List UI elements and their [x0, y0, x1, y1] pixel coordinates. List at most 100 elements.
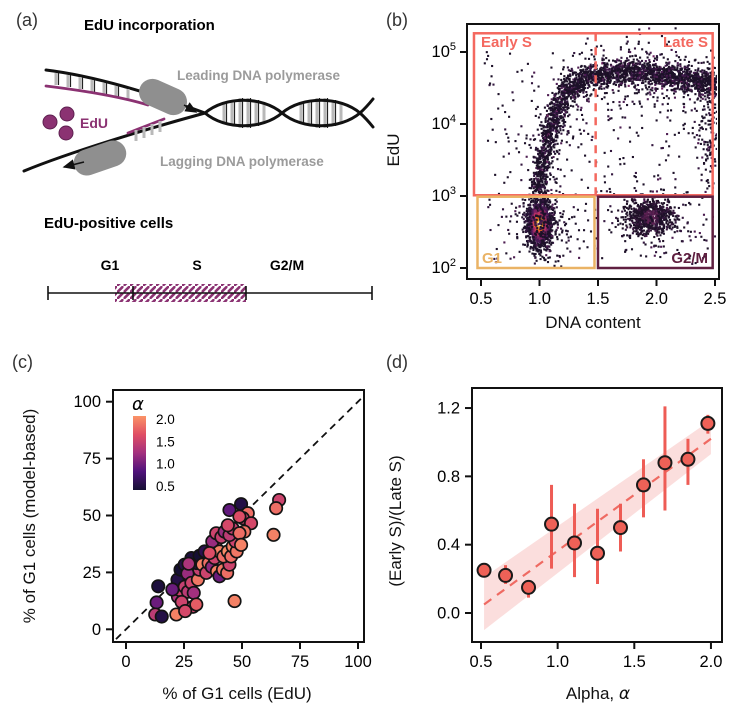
scatter-point: [178, 604, 193, 619]
panel-a-subtitle: EdU-positive cells: [44, 215, 173, 232]
panel-a-title: EdU incorporation: [84, 17, 215, 34]
gate-label-g1: G1: [482, 250, 502, 267]
panel-c-xlabel: % of G1 cells (EdU): [162, 684, 312, 703]
y-tick-label: 102: [432, 257, 456, 277]
g1-scatter-plot: 0 25 50 75 100 0 25 50 75 100 α 2.0 1.5 1.0 0.5: [73, 389, 372, 671]
legend-tick-label: 2.0: [156, 412, 175, 427]
y-tick-label: 75: [83, 450, 101, 468]
panel-d-xlabel-text: Alpha,: [565, 684, 619, 703]
x-tick-label: 2.0: [645, 290, 668, 308]
leading-polymerase-label: Leading DNA polymerase: [177, 68, 341, 83]
panel-label-a: (a): [16, 10, 38, 30]
flow-plot: Early S Late S G1 G2/M 0.5 1.0 1.5 2.0 2.5 102 103…: [432, 23, 727, 308]
x-tick-label: 100: [344, 653, 372, 671]
s-phase-gate: [472, 32, 714, 197]
y-tick-label: 103: [432, 185, 456, 205]
alpha-symbol: α: [618, 684, 631, 704]
scatter-point: [220, 518, 235, 533]
scatter-point: [181, 556, 196, 571]
panel-d-ylabel: (Early S)/(Late S): [386, 455, 405, 587]
phase-label-s: S: [192, 257, 201, 273]
ratio-point: [544, 516, 560, 532]
panel-label-b: (b): [386, 10, 408, 30]
g1-gate: [476, 195, 596, 270]
x-tick-label: 2.0: [699, 653, 722, 671]
ratio-point: [635, 477, 651, 493]
panel-label-d: (d): [386, 352, 408, 372]
edu-incorporation-diagram: EdU incorporation: [22, 17, 375, 302]
ratio-point: [700, 415, 716, 431]
plot-border: [471, 387, 723, 643]
dna-duplex: [203, 97, 375, 129]
panel-d-xlabel: Alpha, α: [566, 684, 630, 704]
scatter-point: [234, 537, 249, 552]
leading-polymerase-blob: [138, 78, 188, 116]
legend-title: α: [132, 394, 144, 415]
ratio-point: [498, 567, 514, 583]
ratio-point: [567, 535, 583, 551]
y-tick-label: 1.2: [437, 400, 460, 418]
scatter-point: [232, 509, 247, 524]
x-tick-label: 0: [121, 653, 130, 671]
scatter-point: [266, 527, 281, 542]
x-tick-label: 1.0: [546, 653, 569, 671]
x-tick-label: 50: [233, 653, 251, 671]
gate-label-early-s: Early S: [481, 34, 532, 51]
legend-colorbar: [133, 416, 146, 490]
lagging-strand-group: [22, 111, 207, 176]
scatter-point: [186, 585, 201, 600]
y-tick-label: 0.8: [437, 468, 460, 486]
x-tick-label: 1.5: [587, 290, 610, 308]
y-tick-label: 105: [432, 41, 456, 61]
scatter-point: [222, 502, 237, 518]
scatter-point: [227, 594, 242, 609]
lagging-polymerase-label: Lagging DNA polymerase: [160, 154, 324, 169]
gate-label-late-s: Late S: [663, 34, 708, 51]
x-tick-label: 25: [175, 653, 193, 671]
plot-border: [466, 23, 720, 280]
g2m-gate: [596, 195, 714, 270]
ratio-scatter-plot: 0.5 1.0 1.5 2.0 0.0 0.4 0.8 1.2: [437, 387, 723, 671]
x-tick-label: 1.0: [528, 290, 551, 308]
phase-label-g1: G1: [101, 257, 120, 273]
x-tick-label: 75: [291, 653, 309, 671]
scatter-point: [151, 579, 166, 594]
lagging-polymerase-blob: [73, 140, 127, 176]
scatter-point: [165, 582, 180, 597]
gate-label-g2m: G2/M: [671, 250, 708, 267]
edu-molecules: [42, 106, 75, 141]
scatter-point: [269, 501, 284, 516]
panel-label-c: (c): [12, 352, 33, 372]
ratio-point: [657, 455, 673, 471]
ratio-point: [590, 545, 606, 561]
y-tick-label: 0.0: [437, 605, 460, 623]
y-tick-label: 100: [73, 393, 101, 411]
ratio-point: [613, 520, 629, 536]
ratio-point: [476, 562, 492, 578]
scatter-point: [189, 597, 204, 612]
scatter-point: [149, 595, 164, 610]
panel-b-xlabel: DNA content: [545, 313, 641, 332]
leading-strand-group: [44, 68, 207, 116]
x-tick-label: 1.5: [623, 653, 646, 671]
ratio-point: [521, 579, 537, 595]
y-tick-label: 0.4: [437, 536, 460, 554]
scatter-point: [202, 546, 217, 561]
x-tick-label: 0.5: [470, 290, 493, 308]
y-tick-label: 104: [432, 113, 456, 133]
x-tick-label: 2.5: [704, 290, 727, 308]
x-tick-label: 0.5: [470, 653, 493, 671]
y-tick-label: 0: [92, 621, 101, 639]
legend-tick-label: 1.5: [156, 434, 175, 449]
legend-tick-label: 0.5: [156, 479, 175, 494]
edu-density-scatter: [469, 26, 717, 277]
ratio-point: [680, 451, 696, 467]
panel-b-ylabel: EdU: [384, 133, 403, 167]
cell-cycle-timeline: [47, 284, 373, 302]
edu-label: EdU: [80, 115, 108, 131]
scatter-point: [154, 609, 169, 624]
phase-label-g2m: G2/M: [270, 257, 304, 273]
scatter-point: [232, 526, 247, 541]
y-tick-label: 25: [83, 564, 101, 582]
